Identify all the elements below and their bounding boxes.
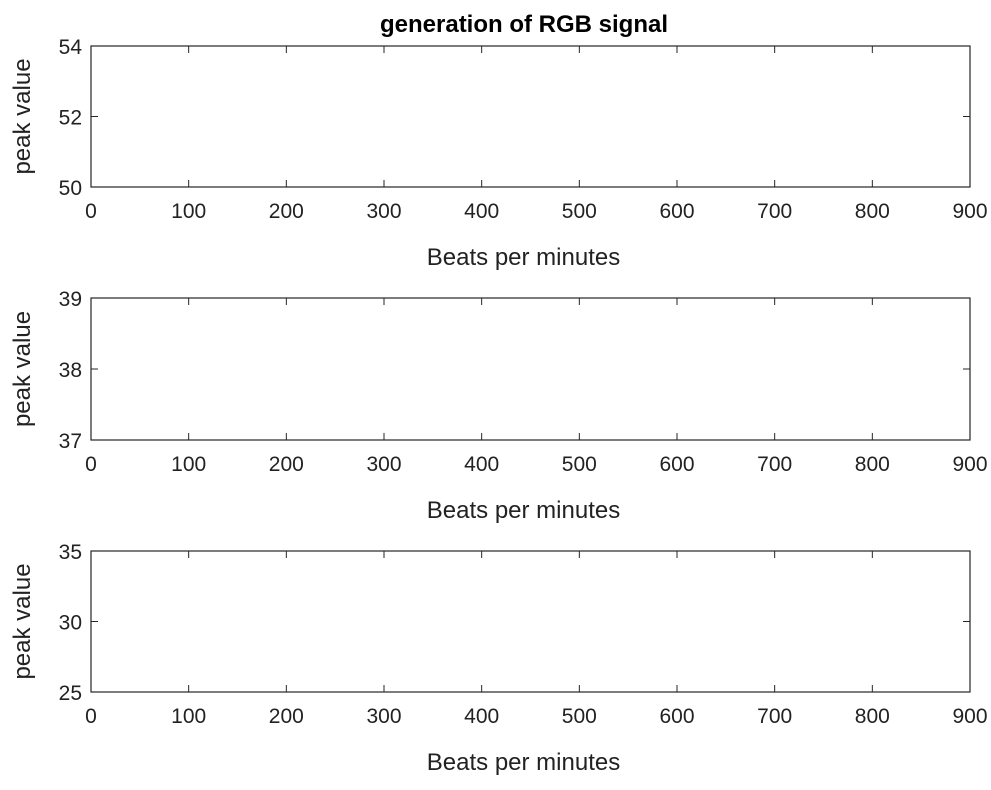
green-xtick-label: 900: [952, 453, 987, 476]
red-xtick-label: 600: [659, 200, 694, 223]
blue-ytick-label: 35: [59, 541, 82, 564]
red-xtick-label: 0: [85, 200, 97, 223]
blue-xtick-label: 200: [269, 705, 304, 728]
red-ytick-label: 52: [59, 107, 82, 130]
red-xtick-label: 900: [952, 200, 987, 223]
green-xtick-label: 100: [171, 453, 206, 476]
blue-y-axis-label: peak value: [9, 563, 36, 679]
red-channel-panel: 0 100 200 300 400 500 600 700 800 900 50 52 54 Beats …: [9, 36, 988, 271]
blue-xtick-label: 700: [757, 705, 792, 728]
red-xtick-label: 400: [464, 200, 499, 223]
green-axes-frame: [90, 297, 971, 441]
green-y-axis-label: peak value: [9, 311, 36, 427]
red-xtick-label: 300: [366, 200, 401, 223]
red-axes-frame: [90, 45, 971, 188]
blue-xtick-label: 300: [366, 705, 401, 728]
blue-xtick-label: 600: [659, 705, 694, 728]
blue-xtick-label: 800: [855, 705, 890, 728]
green-xtick-label: 0: [85, 453, 97, 476]
blue-channel-panel: 0 100 200 300 400 500 600 700 800 900 25 30 35 Beats …: [9, 541, 988, 776]
green-ytick-label: 37: [59, 430, 82, 453]
red-xtick-label: 100: [171, 200, 206, 223]
green-ytick-label: 38: [59, 359, 82, 382]
blue-ytick-label: 30: [59, 612, 82, 635]
red-xtick-label: 700: [757, 200, 792, 223]
green-xtick-label: 600: [659, 453, 694, 476]
green-x-axis-label: Beats per minutes: [427, 497, 620, 524]
green-xtick-label: 200: [269, 453, 304, 476]
blue-xtick-label: 400: [464, 705, 499, 728]
blue-xtick-label: 500: [562, 705, 597, 728]
red-x-axis-label: Beats per minutes: [427, 244, 620, 271]
green-xtick-label: 500: [562, 453, 597, 476]
red-xtick-label: 800: [855, 200, 890, 223]
red-y-axis-label: peak value: [9, 58, 36, 174]
blue-axes-frame: [90, 550, 971, 693]
blue-x-axis-label: Beats per minutes: [427, 749, 620, 776]
green-xtick-label: 800: [855, 453, 890, 476]
blue-xtick-label: 900: [952, 705, 987, 728]
green-ytick-label: 39: [59, 288, 82, 311]
blue-ytick-label: 25: [59, 682, 82, 705]
green-xtick-label: 700: [757, 453, 792, 476]
green-channel-panel: 0 100 200 300 400 500 600 700 800 900 37 38 39 Beats …: [9, 288, 988, 524]
red-ytick-label: 50: [59, 177, 82, 200]
blue-xtick-label: 100: [171, 705, 206, 728]
green-xtick-label: 300: [366, 453, 401, 476]
red-xtick-label: 200: [269, 200, 304, 223]
red-xtick-label: 500: [562, 200, 597, 223]
green-xtick-label: 400: [464, 453, 499, 476]
chart-title: generation of RGB signal: [380, 11, 668, 38]
blue-xtick-label: 0: [85, 705, 97, 728]
red-ytick-label: 54: [59, 36, 83, 59]
